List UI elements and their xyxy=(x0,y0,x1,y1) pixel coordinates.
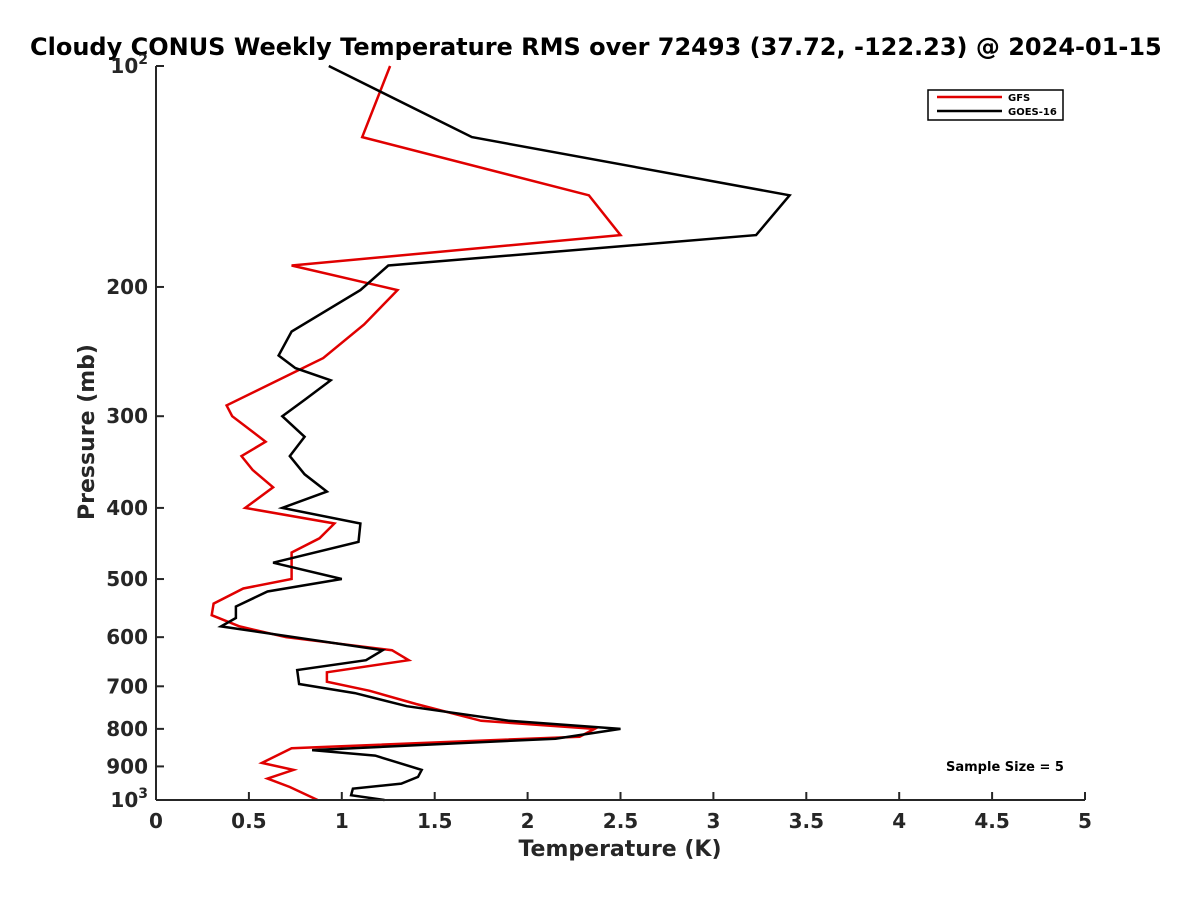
legend: GFS GOES-16 xyxy=(927,89,1064,121)
x-tick-label: 0 xyxy=(149,809,163,833)
chart-title: Cloudy CONUS Weekly Temperature RMS over… xyxy=(30,33,1162,61)
y-tick-label: 500 xyxy=(106,567,148,591)
x-tick-label: 5 xyxy=(1078,809,1092,833)
x-tick-label: 3 xyxy=(706,809,720,833)
series-line-goes16 xyxy=(217,64,792,802)
x-ticks: 0 0.5 1 1.5 2 2.5 3 3.5 4 4.5 5 xyxy=(149,792,1092,833)
x-axis-label: Temperature (K) xyxy=(518,837,721,862)
y-ticks: 102 200 300 400 500 600 700 800 900 103 xyxy=(106,52,164,812)
y-tick-label: 102 xyxy=(110,52,148,78)
x-tick-label: 4.5 xyxy=(974,809,1009,833)
y-tick-label: 200 xyxy=(106,275,148,299)
y-axis-label: Pressure (mb) xyxy=(75,344,100,520)
axes xyxy=(155,66,1085,801)
x-tick-label: 1.5 xyxy=(417,809,452,833)
y-tick-label: 400 xyxy=(106,496,148,520)
x-tick-label: 3.5 xyxy=(789,809,824,833)
legend-box xyxy=(927,89,1064,121)
y-tick-label: 300 xyxy=(106,404,148,428)
y-tick-label: 800 xyxy=(106,717,148,741)
x-tick-label: 1 xyxy=(335,809,349,833)
y-tick-label: 700 xyxy=(106,674,148,698)
series-layer xyxy=(210,64,792,802)
y-tick-label: 103 xyxy=(110,786,148,812)
x-tick-label: 2 xyxy=(521,809,535,833)
legend-label-goes16: GOES-16 xyxy=(1008,107,1057,118)
legend-label-gfs: GFS xyxy=(1008,93,1030,104)
x-tick-label: 0.5 xyxy=(231,809,266,833)
sample-size-annotation: Sample Size = 5 xyxy=(946,760,1064,775)
y-tick-label: 600 xyxy=(106,625,148,649)
y-tick-label: 900 xyxy=(106,754,148,778)
x-tick-label: 4 xyxy=(892,809,906,833)
x-tick-label: 2.5 xyxy=(603,809,638,833)
series-line-gfs xyxy=(210,65,623,802)
